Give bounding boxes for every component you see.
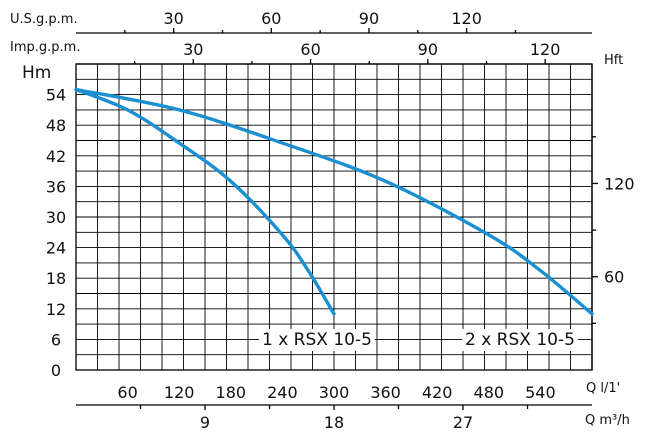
y-tick-label: 48 bbox=[46, 116, 66, 135]
y-tick-label: 30 bbox=[46, 208, 66, 227]
x-tick-label: 300 bbox=[319, 383, 350, 402]
x-tick-label: 120 bbox=[164, 383, 195, 402]
y-right-axis-label: Hft bbox=[604, 53, 623, 68]
y-tick-label: 12 bbox=[46, 300, 66, 319]
y-left-axis-label: Hm bbox=[22, 63, 51, 83]
curve-series-2 bbox=[74, 87, 594, 316]
tick-labels: 0 6 12 18 24 30 36 42 48 54 60 120 180 240 300 360 420 48… bbox=[46, 9, 635, 432]
x-tick-label: 480 bbox=[474, 383, 505, 402]
us-gpm-tick-label: 30 bbox=[163, 9, 183, 28]
series-label: 1 x RSX 10-5 bbox=[262, 330, 372, 350]
top-axes: U.S.g.p.m. Imp.g.p.m. bbox=[10, 12, 80, 55]
x-secondary-tick-label: 27 bbox=[453, 413, 473, 432]
x-tick-label: 360 bbox=[370, 383, 401, 402]
axis-labels: Hm Hft Q l/1' Q m³/h bbox=[22, 53, 630, 428]
imp-gpm-axis-label: Imp.g.p.m. bbox=[10, 40, 80, 55]
x-secondary-axis-label: Q m³/h bbox=[585, 413, 630, 428]
us-gpm-axis-label: U.S.g.p.m. bbox=[10, 12, 78, 27]
x-secondary-tick-label: 9 bbox=[200, 413, 210, 432]
y-tick-label: 42 bbox=[46, 147, 66, 166]
us-gpm-tick-label: 60 bbox=[261, 9, 281, 28]
imp-gpm-tick-label: 30 bbox=[183, 40, 203, 59]
y-right-tick-label: 120 bbox=[604, 174, 635, 193]
y-tick-label: 54 bbox=[46, 86, 66, 105]
y-tick-label: 0 bbox=[51, 361, 61, 380]
imp-gpm-tick-label: 90 bbox=[418, 40, 438, 59]
series: 1 x RSX 10-5 2 x RSX 10-5 bbox=[74, 87, 594, 351]
x-primary-axis-label: Q l/1' bbox=[586, 381, 620, 396]
series-label: 2 x RSX 10-5 bbox=[465, 330, 575, 350]
x-tick-label: 60 bbox=[117, 383, 137, 402]
x-tick-label: 240 bbox=[267, 383, 298, 402]
x-tick-label: 180 bbox=[216, 383, 247, 402]
series-label-bg bbox=[462, 329, 578, 351]
curve-series-1 bbox=[74, 87, 336, 316]
y-tick-label: 24 bbox=[46, 239, 66, 258]
y-tick-label: 36 bbox=[46, 177, 66, 196]
x-tick-label: 540 bbox=[525, 383, 556, 402]
us-gpm-tick-label: 120 bbox=[451, 9, 482, 28]
us-gpm-tick-label: 90 bbox=[359, 9, 379, 28]
y-tick-label: 18 bbox=[46, 269, 66, 288]
x-secondary-tick-label: 18 bbox=[324, 413, 344, 432]
series-label-bg bbox=[259, 329, 375, 351]
y-tick-label: 6 bbox=[51, 330, 61, 349]
x-tick-label: 420 bbox=[422, 383, 453, 402]
y-right-tick-label: 60 bbox=[604, 268, 624, 287]
imp-gpm-tick-label: 120 bbox=[530, 40, 561, 59]
imp-gpm-tick-label: 60 bbox=[300, 40, 320, 59]
